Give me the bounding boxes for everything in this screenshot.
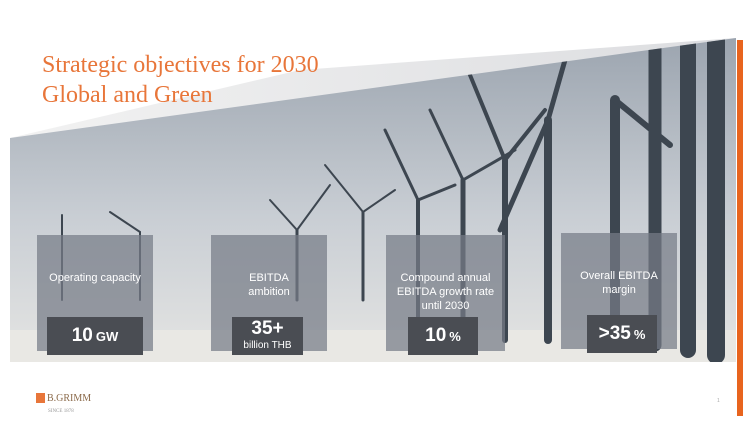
- objective-unit: %: [449, 329, 461, 344]
- objective-unit: %: [633, 327, 646, 342]
- subtitle: Global and Green: [42, 82, 213, 108]
- objective-unit: GW: [95, 329, 119, 344]
- logo-mark: [36, 393, 45, 403]
- objective-label: EBITDA ambition: [248, 272, 290, 298]
- logo-name: B.GRIMM: [47, 393, 92, 404]
- objective-card: Compound annual EBITDA growth rate until…: [386, 235, 505, 355]
- title: Strategic objectives for 2030: [42, 52, 319, 78]
- objective-value-box: 10%: [408, 317, 478, 355]
- objective-value-box: 35+ billion THB: [232, 317, 303, 355]
- objective-unit: billion THB: [243, 340, 292, 351]
- objective-card: Overall EBITDA margin >35%: [561, 233, 677, 353]
- objective-card: Operating capacity 10 GW: [37, 235, 153, 355]
- objective-value-box: >35%: [587, 315, 657, 353]
- objective-label: Compound annual EBITDA growth rate until…: [396, 272, 495, 312]
- objective-value: >35: [598, 323, 631, 344]
- objective-value: 35+: [251, 318, 284, 339]
- objective-label: Overall EBITDA margin: [580, 270, 658, 296]
- objective-value: 10: [71, 325, 93, 346]
- objective-value: 10: [425, 325, 447, 346]
- accent-bar: [737, 40, 743, 416]
- objective-card: EBITDA ambition 35+ billion THB: [211, 235, 327, 355]
- logo-tagline: SINCE 1878: [48, 409, 74, 414]
- objective-label: Operating capacity: [49, 272, 141, 284]
- page-number: 1: [717, 398, 720, 404]
- logo: B.GRIMM SINCE 1878: [36, 393, 91, 417]
- objective-value-box: 10 GW: [47, 317, 143, 355]
